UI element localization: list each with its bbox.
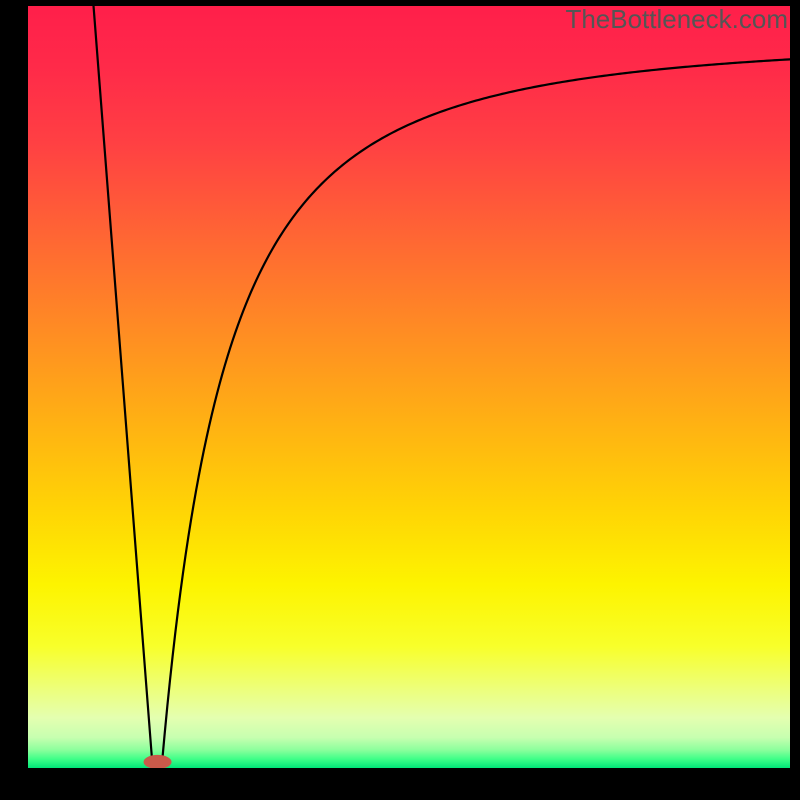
curve-overlay	[28, 6, 790, 768]
plot-area	[28, 6, 790, 768]
watermark-text: TheBottleneck.com	[565, 4, 788, 35]
chart-container: TheBottleneck.com	[0, 0, 800, 800]
